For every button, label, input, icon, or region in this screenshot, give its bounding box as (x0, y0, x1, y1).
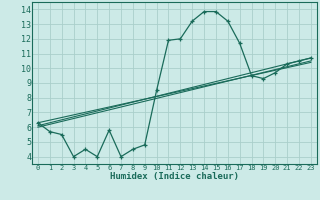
X-axis label: Humidex (Indice chaleur): Humidex (Indice chaleur) (110, 172, 239, 181)
